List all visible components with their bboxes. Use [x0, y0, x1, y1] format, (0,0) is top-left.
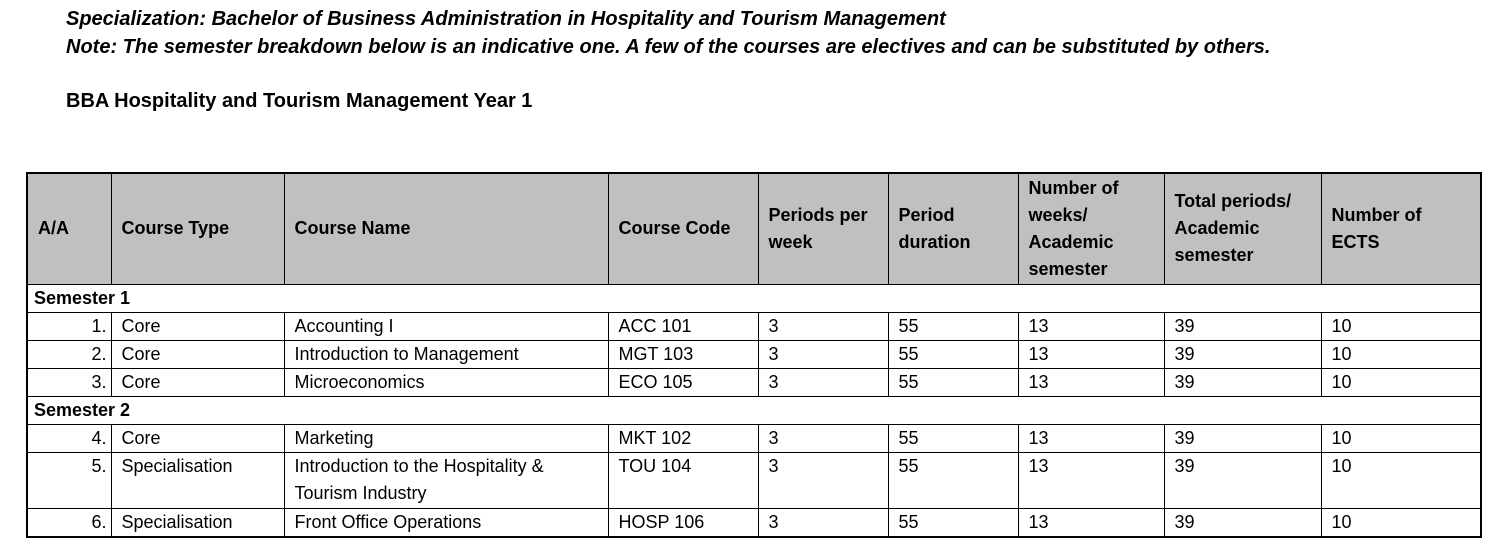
cell-ects: 10	[1320, 311, 1482, 341]
header-cell-weeks-per-semester: Number of weeks/ Academic semester	[1017, 172, 1165, 285]
cell-period-duration: 55	[887, 507, 1019, 537]
cell-course-name: Marketing	[283, 423, 609, 453]
cell-period-duration: 55	[887, 423, 1019, 453]
cell-total-periods: 39	[1163, 423, 1322, 453]
course-table: A/A Course Type Course Name Course Code …	[26, 172, 1482, 538]
table-row: 2. Core Introduction to Management MGT 1…	[26, 339, 1482, 369]
cell-periods-per-week: 3	[757, 423, 889, 453]
cell-course-type: Core	[110, 367, 285, 397]
cell-periods-per-week: 3	[757, 507, 889, 537]
header-cell-course-code: Course Code	[607, 172, 759, 285]
cell-ects: 10	[1320, 423, 1482, 453]
cell-ects: 10	[1320, 507, 1482, 537]
cell-weeks-per-semester: 13	[1017, 367, 1165, 397]
cell-aa: 2.	[26, 339, 112, 369]
course-table-container: A/A Course Type Course Name Course Code …	[26, 172, 1482, 538]
cell-total-periods: 39	[1163, 367, 1322, 397]
cell-course-name: Introduction to the Hospitality & Touris…	[283, 451, 609, 509]
cell-course-name: Microeconomics	[283, 367, 609, 397]
table-row: 1. Core Accounting I ACC 101 3 55 13 39 …	[26, 311, 1482, 341]
cell-aa: 5.	[26, 451, 112, 509]
semester-1-title: Semester 1	[26, 283, 1482, 313]
cell-ects: 10	[1320, 367, 1482, 397]
cell-weeks-per-semester: 13	[1017, 507, 1165, 537]
cell-ects: 10	[1320, 339, 1482, 369]
cell-course-name: Accounting I	[283, 311, 609, 341]
cell-course-code: ECO 105	[607, 367, 759, 397]
table-row: 4. Core Marketing MKT 102 3 55 13 39 10	[26, 423, 1482, 453]
note-line: Note: The semester breakdown below is an…	[66, 36, 1271, 58]
cell-course-name: Introduction to Management	[283, 339, 609, 369]
header-cell-course-type: Course Type	[110, 172, 285, 285]
cell-aa: 1.	[26, 311, 112, 341]
cell-course-type: Specialisation	[110, 451, 285, 509]
cell-ects: 10	[1320, 451, 1482, 509]
cell-course-code: TOU 104	[607, 451, 759, 509]
semester-2-row: Semester 2	[26, 395, 1482, 425]
cell-course-code: HOSP 106	[607, 507, 759, 537]
cell-course-code: MKT 102	[607, 423, 759, 453]
cell-total-periods: 39	[1163, 507, 1322, 537]
semester-1-row: Semester 1	[26, 283, 1482, 313]
table-row: 6. Specialisation Front Office Operation…	[26, 507, 1482, 537]
cell-course-type: Core	[110, 423, 285, 453]
header-cell-ects: Number of ECTS	[1320, 172, 1482, 285]
cell-course-type: Specialisation	[110, 507, 285, 537]
header-cell-course-name: Course Name	[283, 172, 609, 285]
cell-course-type: Core	[110, 311, 285, 341]
cell-course-name: Front Office Operations	[283, 507, 609, 537]
table-row: 5. Specialisation Introduction to the Ho…	[26, 451, 1482, 509]
cell-weeks-per-semester: 13	[1017, 423, 1165, 453]
semester-2-title: Semester 2	[26, 395, 1482, 425]
cell-course-code: MGT 103	[607, 339, 759, 369]
cell-period-duration: 55	[887, 339, 1019, 369]
cell-weeks-per-semester: 13	[1017, 339, 1165, 369]
cell-aa: 4.	[26, 423, 112, 453]
cell-periods-per-week: 3	[757, 367, 889, 397]
cell-total-periods: 39	[1163, 451, 1322, 509]
header-cell-total-periods: Total periods/ Academic semester	[1163, 172, 1322, 285]
cell-total-periods: 39	[1163, 339, 1322, 369]
header-cell-periods-per-week: Periods per week	[757, 172, 889, 285]
cell-periods-per-week: 3	[757, 311, 889, 341]
table-row: 3. Core Microeconomics ECO 105 3 55 13 3…	[26, 367, 1482, 397]
header-cell-aa: A/A	[26, 172, 112, 285]
intro-text-block: Specialization: Bachelor of Business Adm…	[66, 5, 1446, 115]
cell-weeks-per-semester: 13	[1017, 311, 1165, 341]
cell-periods-per-week: 3	[757, 451, 889, 509]
year-heading: BBA Hospitality and Tourism Management Y…	[66, 90, 533, 112]
cell-period-duration: 55	[887, 367, 1019, 397]
cell-total-periods: 39	[1163, 311, 1322, 341]
cell-period-duration: 55	[887, 311, 1019, 341]
cell-periods-per-week: 3	[757, 339, 889, 369]
cell-weeks-per-semester: 13	[1017, 451, 1165, 509]
cell-period-duration: 55	[887, 451, 1019, 509]
table-header-row: A/A Course Type Course Name Course Code …	[26, 172, 1482, 285]
cell-aa: 6.	[26, 507, 112, 537]
specialization-line: Specialization: Bachelor of Business Adm…	[66, 8, 946, 30]
cell-course-code: ACC 101	[607, 311, 759, 341]
cell-course-type: Core	[110, 339, 285, 369]
cell-aa: 3.	[26, 367, 112, 397]
header-cell-period-duration: Period duration	[887, 172, 1019, 285]
